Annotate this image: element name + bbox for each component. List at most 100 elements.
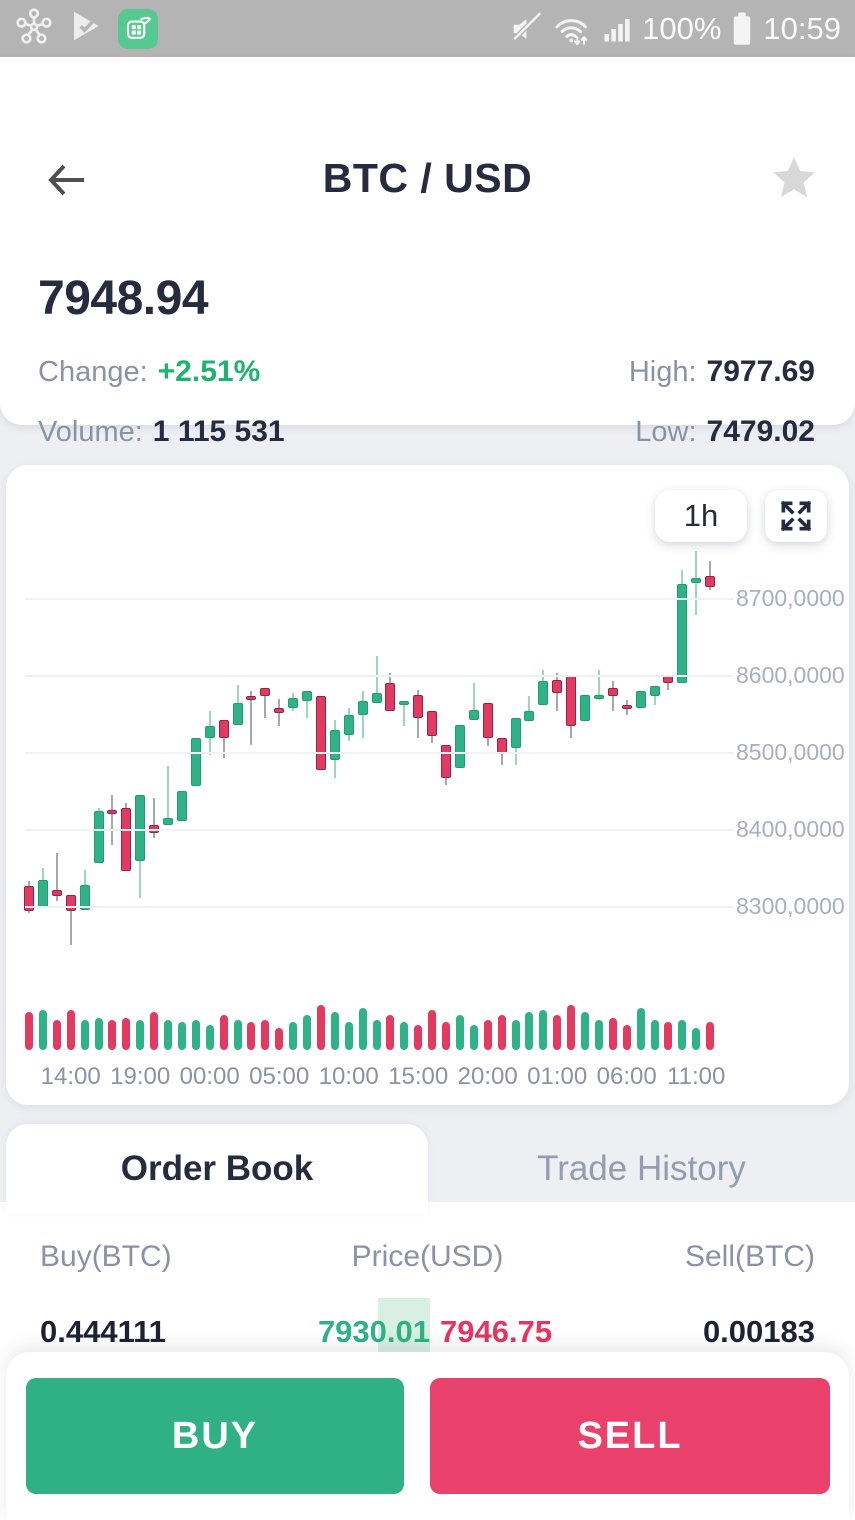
volume-bar (594, 1020, 603, 1050)
order-book-row[interactable]: 0.444111 7930.01 7946.75 0.00183 (0, 1298, 855, 1362)
volume-bar (567, 1005, 576, 1050)
timeframe-button[interactable]: 1h (655, 490, 747, 542)
volume-bar (275, 1028, 284, 1050)
volume-bar (108, 1020, 117, 1050)
volume-bar (650, 1020, 659, 1050)
volume-bar (497, 1015, 506, 1050)
candle-wick (153, 798, 156, 839)
page-title: BTC / USD (322, 155, 533, 201)
candle-body (274, 708, 285, 713)
x-axis-label: 19:00 (110, 1063, 171, 1090)
candle-body (454, 725, 465, 769)
volume-bar (692, 1028, 701, 1050)
volume-bar (525, 1012, 534, 1050)
candle-body (176, 791, 187, 822)
candle-body (621, 705, 632, 710)
candlestick-chart[interactable] (24, 548, 735, 993)
candle-body (427, 711, 438, 736)
candle-body (371, 692, 382, 703)
candle-wick (695, 551, 698, 615)
volume-bar (706, 1022, 715, 1050)
candle-body (288, 698, 299, 709)
candle-body (107, 809, 118, 814)
candle-wick (250, 691, 253, 746)
candle-body (552, 679, 563, 693)
candle-body (496, 738, 507, 753)
candle-body (524, 711, 535, 722)
candle-body (538, 681, 549, 706)
volume-bar (261, 1020, 270, 1050)
back-arrow-icon[interactable] (44, 157, 90, 203)
status-bar: 100% 10:59 (0, 0, 855, 57)
volume-bar (442, 1022, 450, 1050)
candle-body (232, 702, 243, 726)
candle-body (593, 695, 604, 700)
high-value: 7977.69 (706, 355, 815, 388)
candle-body (580, 695, 590, 722)
volume-bar (66, 1010, 75, 1050)
tab-trade-history[interactable]: Trade History (537, 1149, 746, 1188)
candle-body (204, 725, 215, 739)
candle-body (315, 695, 326, 770)
volume-bar (622, 1025, 631, 1050)
tab-order-book[interactable]: Order Book (6, 1124, 428, 1214)
candle-wick (375, 655, 378, 703)
favorite-star-icon[interactable] (769, 153, 819, 203)
candle-wick (709, 561, 712, 591)
candle-body (65, 895, 76, 911)
candle-wick (403, 701, 406, 726)
low-label: Low: (635, 416, 697, 448)
volume-bar (344, 1022, 353, 1050)
chart-gridline (25, 675, 733, 677)
volume-bar (386, 1015, 395, 1050)
candle-body (260, 688, 271, 696)
candle-wick (611, 681, 614, 712)
volume-bar (136, 1020, 145, 1050)
candle-wick (264, 688, 267, 719)
volume-bar (455, 1015, 464, 1050)
candle-wick (55, 852, 58, 902)
ask-price: 7946.75 (440, 1314, 553, 1349)
volume-bar (233, 1020, 242, 1050)
candle-body (357, 701, 368, 716)
x-axis-label: 15:00 (388, 1063, 449, 1090)
volume-bar (38, 1010, 47, 1050)
volume-bar (414, 1025, 423, 1050)
y-axis-label: 8300,0000 (736, 893, 845, 919)
volume-bar (94, 1018, 103, 1050)
volume-bar (150, 1012, 159, 1050)
candle-wick (167, 765, 169, 826)
low-value: 7479.02 (706, 415, 815, 448)
candle-body (302, 691, 312, 702)
candle-body (413, 695, 424, 719)
volume-bar (553, 1015, 562, 1050)
col-buy-header: Buy(BTC) (40, 1240, 172, 1273)
candle-body (510, 718, 521, 749)
sell-button[interactable]: SELL (430, 1378, 830, 1494)
chart-card: 1h 14:00 19:00 00:00 05:00 10:00 15:00 20:00 01… (6, 465, 849, 1105)
x-axis-label: 11:00 (667, 1063, 726, 1090)
order-book-headers: Buy(BTC) Price(USD) Sell(BTC) (0, 1240, 855, 1276)
volume-bar (483, 1020, 492, 1050)
volume-bar (539, 1010, 548, 1050)
play-check-icon (68, 8, 104, 49)
col-sell-header: Sell(BTC) (684, 1240, 815, 1273)
candle-body (218, 719, 229, 739)
volume-bar (330, 1012, 339, 1050)
fullscreen-expand-icon[interactable] (765, 490, 827, 542)
volume-bar (372, 1020, 381, 1050)
y-axis-label: 8700,0000 (736, 585, 845, 611)
volume-bar (511, 1020, 520, 1050)
buy-button[interactable]: BUY (26, 1378, 404, 1494)
x-axis-label: 05:00 (249, 1063, 310, 1090)
bid-price: 7930.01 (317, 1314, 430, 1349)
volume-bar (581, 1012, 589, 1050)
candle-wick (528, 695, 531, 722)
change-value: +2.51% (157, 355, 261, 388)
volume-bar (400, 1022, 409, 1050)
volume-bar (469, 1025, 478, 1050)
candle-body (246, 695, 257, 700)
candle-body (607, 688, 618, 696)
candle-body (691, 578, 702, 584)
y-axis-label: 8600,0000 (736, 662, 845, 688)
